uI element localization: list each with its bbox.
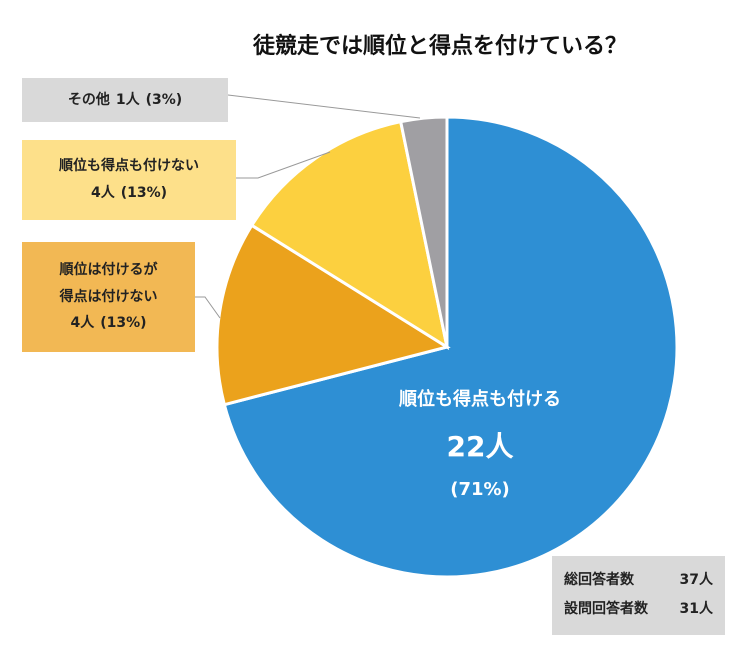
callout-row: 4人 (13%) [91,180,167,207]
value-label: 22人 [446,430,514,463]
summary-label: 総回答者数 [564,572,634,588]
callout-row: 順位も得点も付けない [59,153,199,180]
callout-row: 4人 (13%) [70,310,146,337]
pie-slice [222,115,679,579]
category-label: 順位も得点も付けない [59,158,199,175]
percentage-label: (71%) [450,479,510,500]
value-label: 4人 [90,185,115,201]
summary-count: 37人 [679,572,713,588]
chart-title: 徒競走では順位と得点を付けている？ [252,34,627,59]
value-label: 4人 [70,315,95,332]
callout-row: その他 1人 (3%) [68,87,182,114]
callout-box: その他 1人 (3%) [22,78,228,122]
pie [215,115,679,579]
callout-box: 順位は付けるが 得点は付けない 4人 (13%) [22,242,195,352]
category-label: その他 [67,91,110,108]
leader-line [227,94,421,119]
value-label: 1人 [115,91,140,108]
summary-row: 設問回答者数 31人 [564,595,713,624]
summary-label: 設問回答者数 [564,601,648,617]
percentage-label: (13%) [100,315,147,332]
slice-label: 順位も得点も付ける 22人 (71%) [370,385,590,514]
category-label: 順位も得点も付ける [399,389,561,410]
percentage-label: (3%) [145,91,183,108]
callout-box: 順位も得点も付けない 4人 (13%) [22,140,236,220]
leader-line [195,296,221,319]
pie-slice [398,115,449,348]
summary-count: 31人 [679,601,713,617]
pie-slice [249,119,450,351]
summary-row: 総回答者数 37人 [564,566,713,595]
category-label: 順位は付けるが 得点は付けない [59,262,158,305]
leader-line [236,151,331,179]
summary: 総回答者数 37人 設問回答者数 31人 [552,556,725,635]
percentage-label: (13%) [120,185,168,201]
pie-slice [215,223,451,407]
callout-row: 順位は付けるが 得点は付けない [60,257,158,310]
